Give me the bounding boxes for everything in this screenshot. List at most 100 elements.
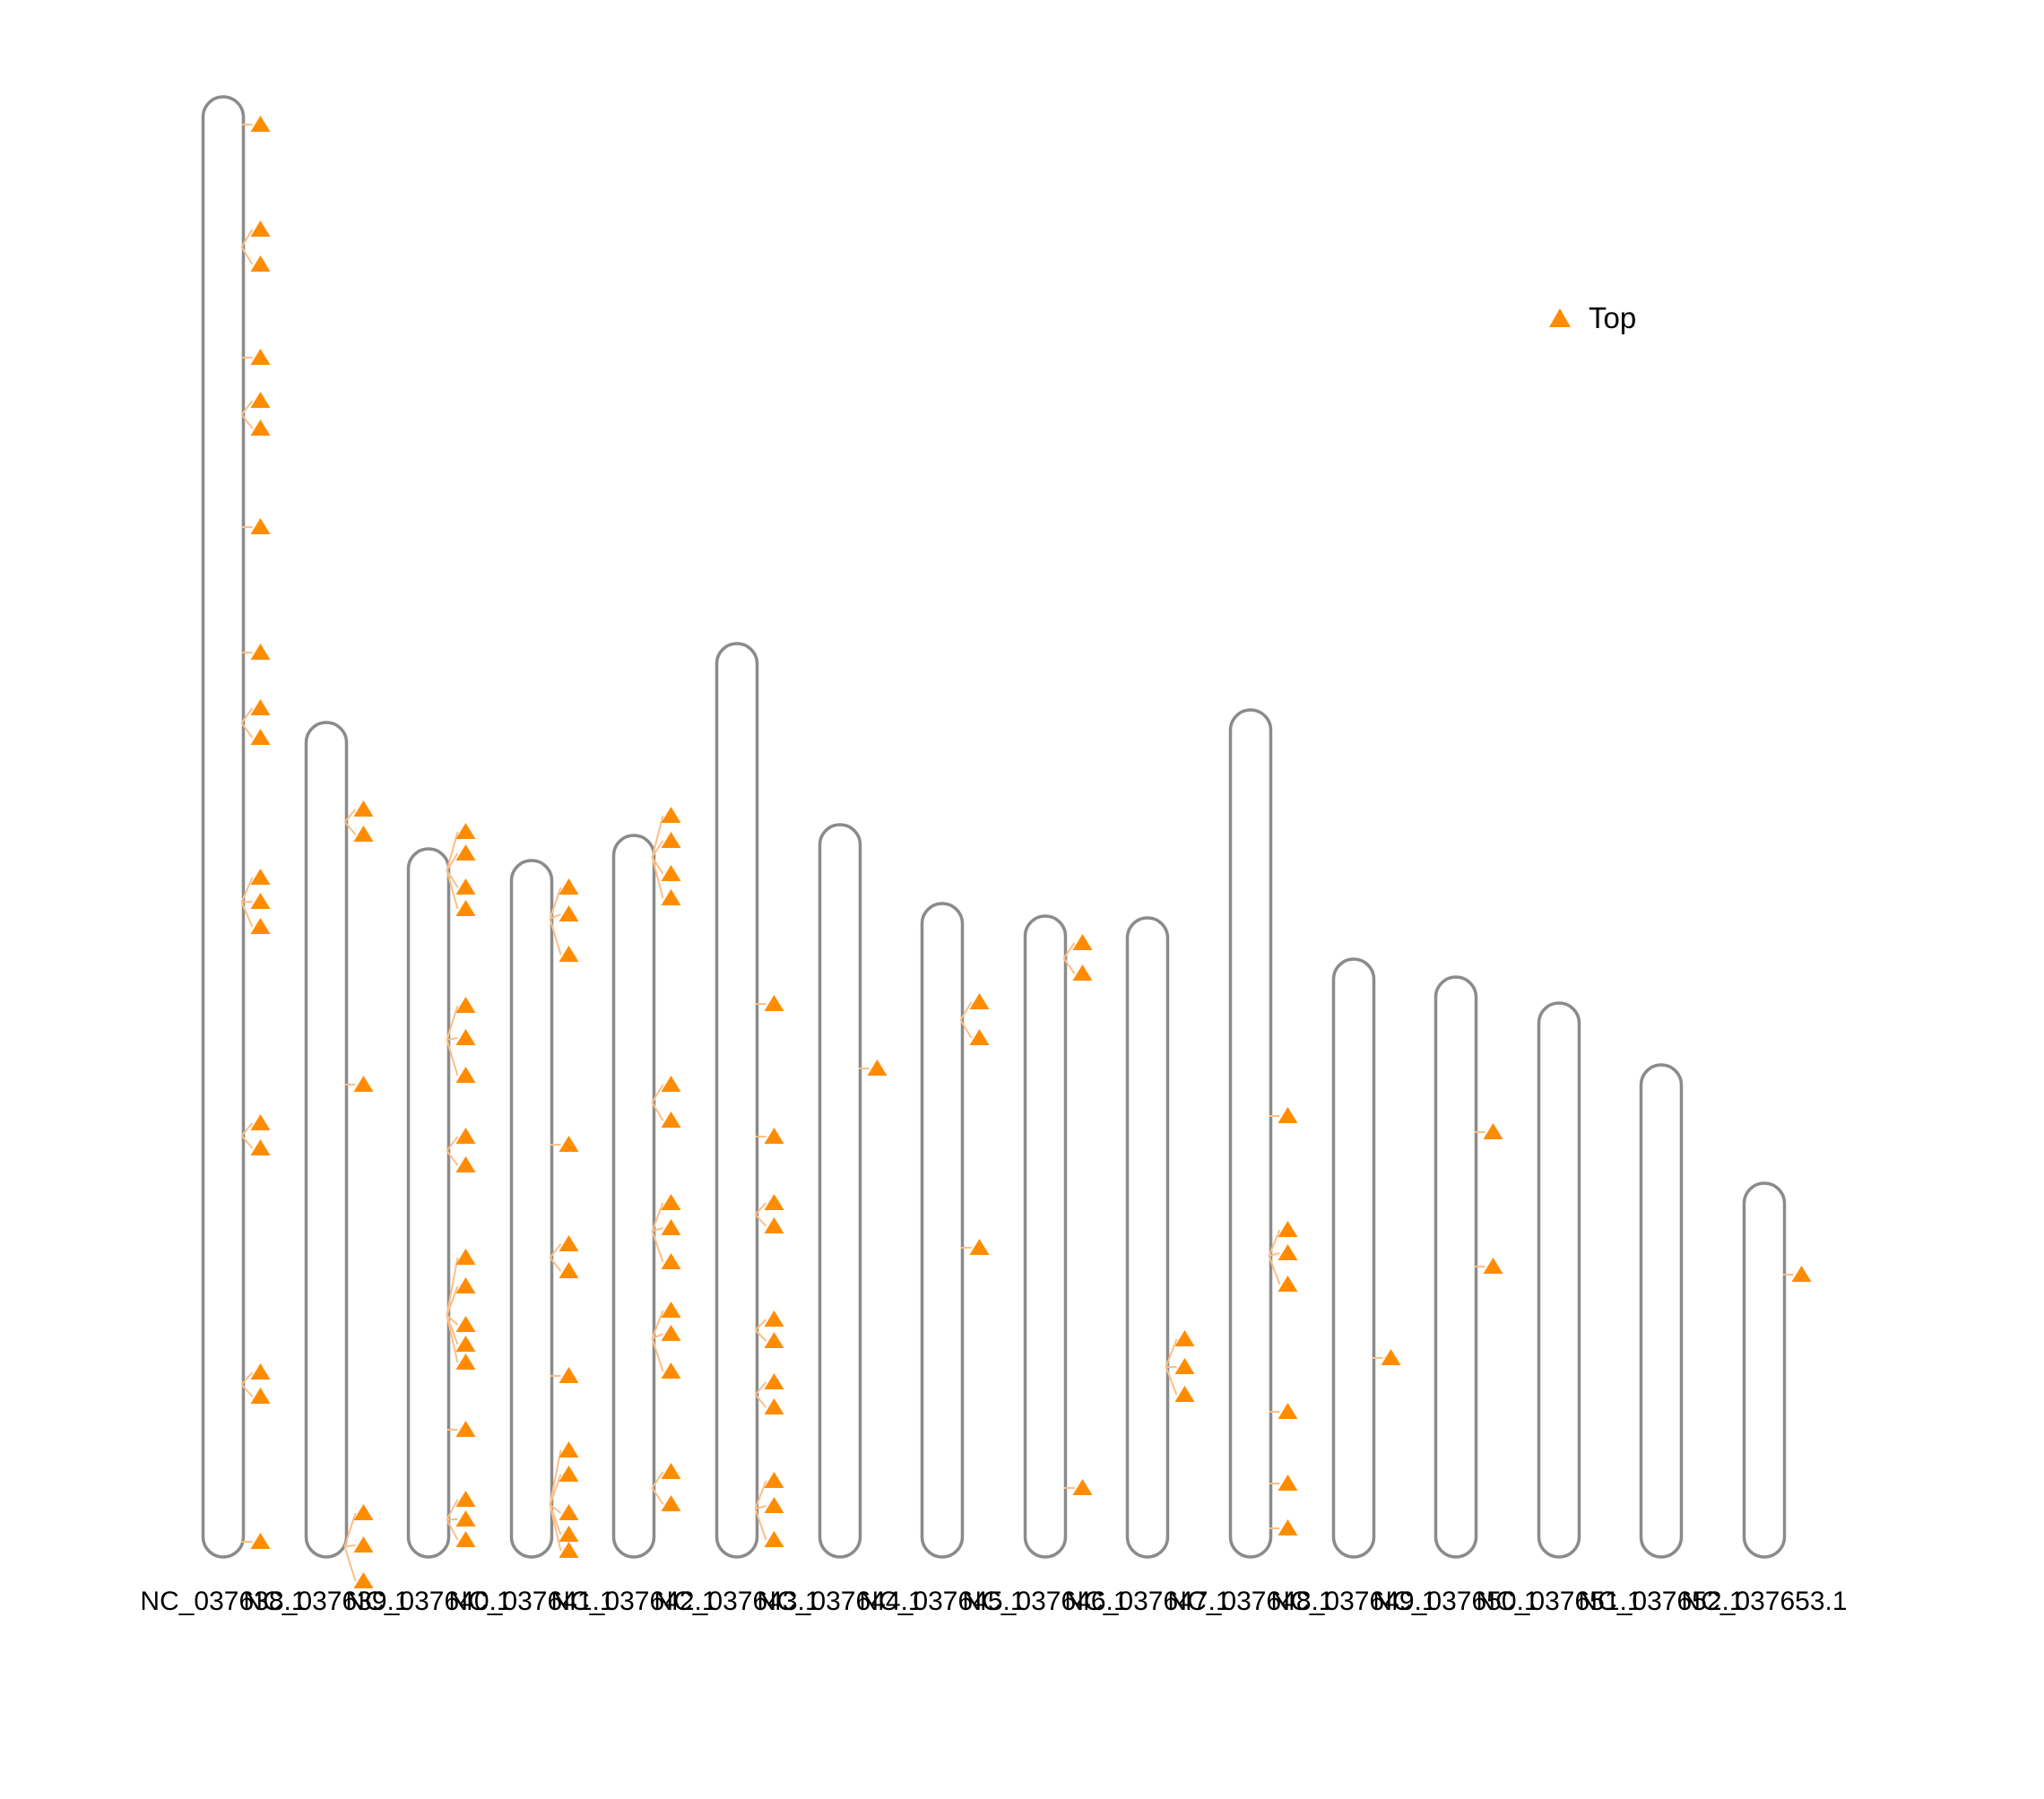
marker-triangle xyxy=(250,419,271,436)
chromosome-bar xyxy=(1639,1063,1684,1559)
marker-connector xyxy=(240,246,254,265)
marker-triangle xyxy=(455,844,476,861)
chromosome-bar xyxy=(1331,957,1376,1559)
marker-connector xyxy=(549,1503,562,1514)
marker-triangle xyxy=(559,1542,579,1558)
marker-triangle xyxy=(559,1466,579,1482)
marker-triangle xyxy=(559,1136,579,1152)
marker-triangle xyxy=(1278,1403,1298,1419)
marker-connector xyxy=(651,1231,664,1263)
marker-connector xyxy=(651,856,664,899)
marker-triangle xyxy=(1278,1475,1298,1491)
marker-connector xyxy=(446,1499,459,1520)
marker-triangle xyxy=(353,1536,374,1553)
marker-triangle xyxy=(455,900,476,916)
marker-connector xyxy=(652,1333,663,1340)
marker-triangle xyxy=(1278,1244,1298,1260)
marker-triangle xyxy=(559,1504,579,1520)
marker-connector xyxy=(446,1257,459,1316)
marker-triangle xyxy=(559,878,579,895)
marker-triangle xyxy=(764,1194,784,1210)
marker-triangle xyxy=(969,1239,990,1255)
marker-connector xyxy=(1269,1252,1280,1257)
marker-triangle xyxy=(455,1249,476,1265)
marker-connector xyxy=(344,1544,356,1548)
marker-connector xyxy=(959,1001,973,1021)
marker-triangle xyxy=(455,878,476,895)
marker-connector xyxy=(343,1546,357,1582)
chromosome-bar xyxy=(304,721,349,1559)
marker-triangle xyxy=(661,832,681,848)
marker-connector xyxy=(549,1474,562,1505)
chromosome-label: NC_037650.1 xyxy=(1373,1587,1538,1616)
marker-triangle xyxy=(764,1531,784,1547)
marker-connector xyxy=(754,1509,767,1541)
marker-triangle xyxy=(661,1302,681,1318)
marker-connector xyxy=(240,1122,254,1137)
marker-triangle xyxy=(250,255,271,272)
marker-triangle xyxy=(661,1325,681,1341)
marker-triangle xyxy=(250,893,271,909)
marker-connector xyxy=(240,1383,254,1397)
chromosome-label: NC_037642.1 xyxy=(550,1587,716,1616)
chromosome-label: NC_037647.1 xyxy=(1064,1587,1230,1616)
marker-connector xyxy=(446,852,459,871)
marker-triangle xyxy=(1483,1258,1503,1274)
marker-connector xyxy=(446,869,459,888)
marker-connector xyxy=(651,1102,664,1121)
marker-connector xyxy=(446,1136,459,1152)
marker-triangle xyxy=(1174,1330,1195,1346)
marker-triangle xyxy=(661,1194,681,1210)
chromosome-bar xyxy=(818,823,862,1559)
marker-connector xyxy=(651,856,664,875)
marker-triangle xyxy=(1072,1479,1093,1495)
marker-triangle xyxy=(1278,1221,1298,1237)
marker-triangle xyxy=(455,1491,476,1507)
marker-connector xyxy=(549,1449,562,1505)
marker-connector xyxy=(651,815,664,858)
marker-connector xyxy=(240,229,254,248)
marker-connector xyxy=(652,1227,663,1232)
marker-triangle xyxy=(661,807,681,823)
marker-triangle xyxy=(559,1262,579,1278)
marker-connector xyxy=(446,1150,459,1166)
marker-connector xyxy=(651,1471,664,1489)
marker-connector xyxy=(549,918,562,956)
chromosome-label: NC_037651.1 xyxy=(1476,1587,1641,1616)
chromosome-label: NC_037652.1 xyxy=(1578,1587,1744,1616)
chromosome-bar xyxy=(611,834,656,1559)
chromosome-label: NC_037641.1 xyxy=(448,1587,614,1616)
marker-triangle xyxy=(1791,1266,1812,1282)
marker-connector xyxy=(651,1084,664,1103)
marker-connector xyxy=(446,1285,459,1316)
marker-connector xyxy=(446,869,459,910)
chromosome-bar xyxy=(1433,975,1478,1559)
marker-triangle xyxy=(250,116,271,132)
marker-connector xyxy=(240,413,254,429)
marker-triangle xyxy=(1174,1386,1195,1402)
marker-triangle xyxy=(867,1060,888,1076)
marker-triangle xyxy=(559,946,579,962)
chromosome-label: NC_037639.1 xyxy=(243,1587,409,1616)
marker-connector xyxy=(1268,1255,1281,1285)
marker-triangle xyxy=(455,1510,476,1527)
chromosome-bar xyxy=(1125,916,1170,1559)
marker-triangle xyxy=(969,1029,990,1045)
chromosome-bar xyxy=(406,847,451,1559)
marker-triangle xyxy=(353,800,374,817)
marker-triangle xyxy=(250,1388,271,1404)
marker-connector xyxy=(446,1039,459,1077)
chromosome-label: NC_037643.1 xyxy=(654,1587,819,1616)
marker-connector xyxy=(1165,1338,1178,1368)
marker-triangle xyxy=(250,918,271,934)
chromosome-bar xyxy=(509,859,554,1559)
marker-triangle xyxy=(661,1495,681,1511)
marker-triangle xyxy=(764,1217,784,1233)
marker-connector xyxy=(550,913,561,920)
chromosome-bar xyxy=(1228,708,1273,1559)
marker-triangle xyxy=(455,1067,476,1083)
marker-connector xyxy=(446,1005,459,1041)
marker-connector xyxy=(1062,957,1076,974)
marker-triangle xyxy=(661,865,681,881)
